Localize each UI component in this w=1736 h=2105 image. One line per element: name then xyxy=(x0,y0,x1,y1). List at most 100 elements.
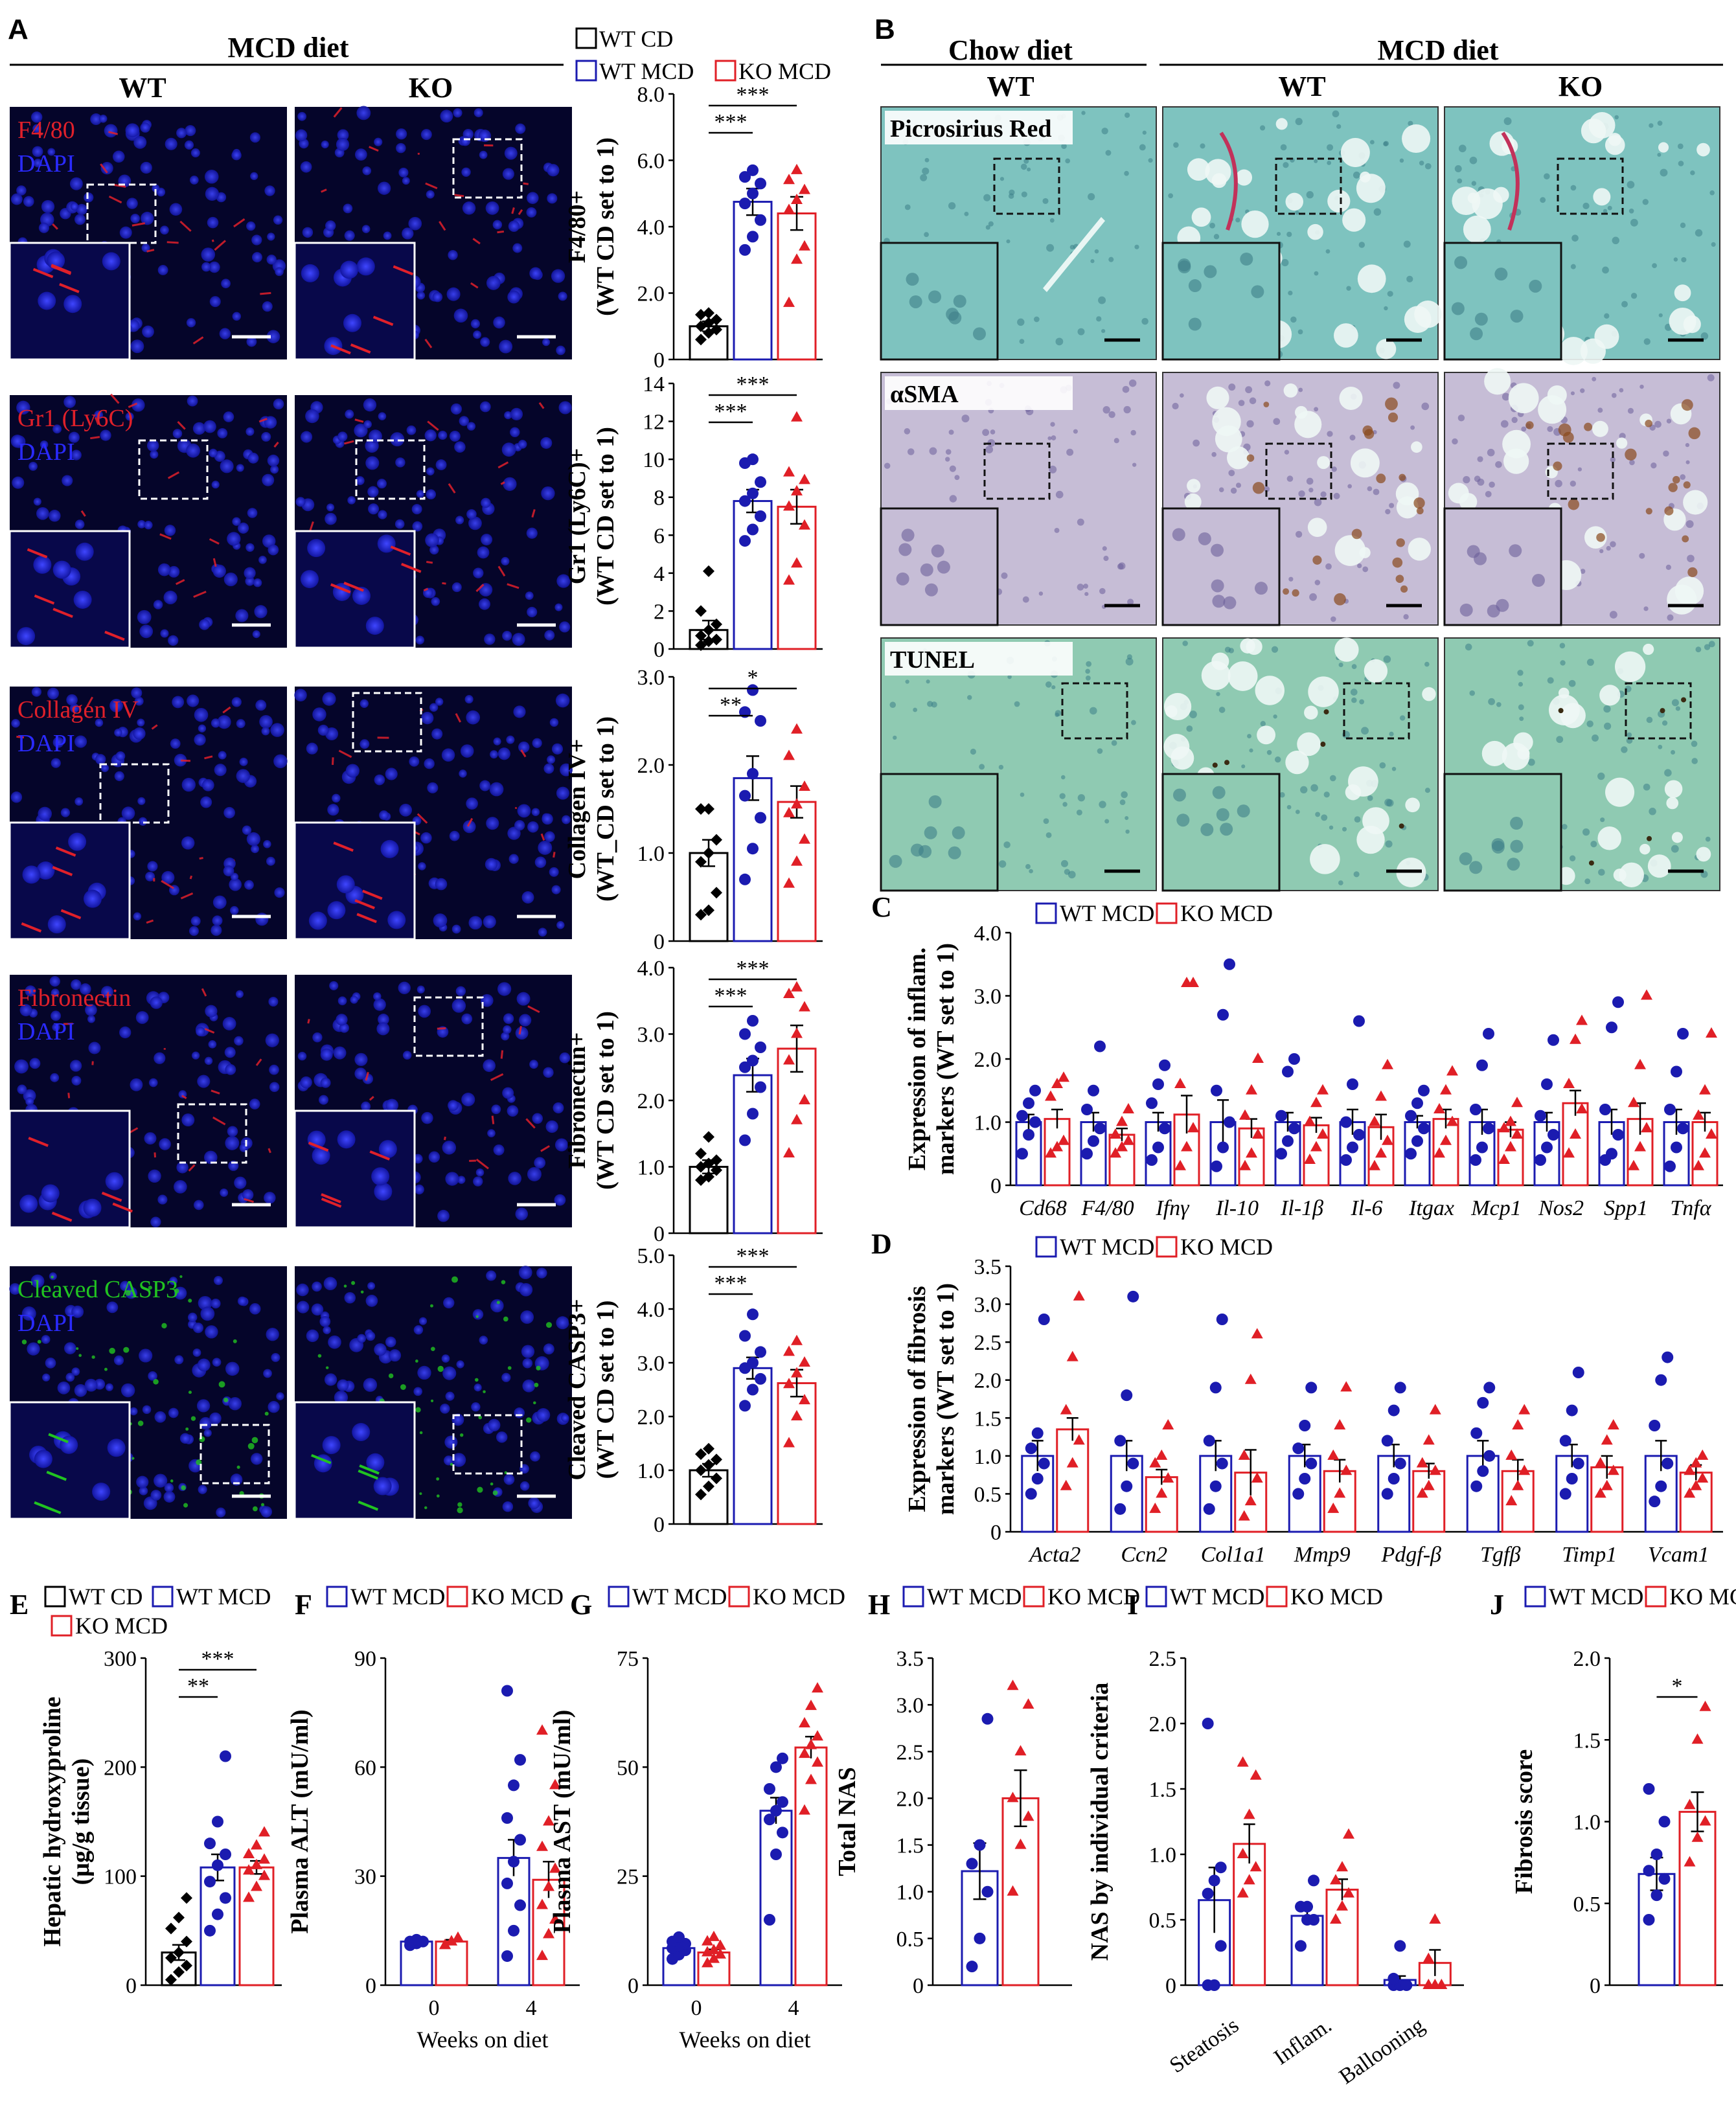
y-tick-label: 2.0 xyxy=(974,1048,1002,1072)
nucleus xyxy=(33,497,41,506)
data-point-circle xyxy=(981,1712,994,1725)
lipid-vacuole xyxy=(1402,124,1431,154)
inset-source-box xyxy=(452,1414,523,1475)
lipid-vacuole xyxy=(1339,386,1363,410)
signal-fiber xyxy=(204,755,213,760)
y-axis-label: Fibrosis score xyxy=(1511,1749,1538,1894)
nucleus xyxy=(417,291,426,300)
sma-stain xyxy=(1645,508,1652,515)
nucleus xyxy=(385,1336,396,1348)
nucleus xyxy=(274,887,285,898)
cell-nucleus xyxy=(1077,794,1086,802)
y-axis-label: Fibronectin+ xyxy=(564,1032,591,1169)
data-point-triangle xyxy=(1336,1900,1348,1911)
nucleus xyxy=(311,1303,324,1316)
bar xyxy=(733,500,773,650)
nucleus xyxy=(217,427,228,438)
cell-nucleus xyxy=(1081,111,1086,115)
data-point-circle xyxy=(755,1081,766,1093)
nucleus xyxy=(398,167,409,177)
data-point-triangle xyxy=(799,183,810,194)
nucleus xyxy=(510,427,520,438)
histology-2-2 xyxy=(1161,372,1439,626)
cell-nucleus xyxy=(1354,816,1361,823)
nucleus xyxy=(518,440,527,449)
data-point-circle xyxy=(1208,1979,1220,1991)
legend-swatch xyxy=(326,1586,348,1608)
cell-nucleus xyxy=(1211,451,1216,457)
nucleus xyxy=(502,168,514,180)
data-point-circle xyxy=(204,1876,216,1888)
inset-source-box xyxy=(200,1424,270,1485)
significance-label: ** xyxy=(187,1674,209,1698)
cell-nucleus xyxy=(1088,193,1095,201)
nucleus xyxy=(133,135,147,149)
inset-source-box xyxy=(1061,682,1128,740)
data-point-circle xyxy=(1394,1457,1406,1470)
lipid-vacuole xyxy=(1481,740,1507,766)
legend-swatch xyxy=(1266,1586,1288,1608)
cell-nucleus xyxy=(1627,407,1634,414)
inset-signal xyxy=(52,608,73,619)
cell-nucleus xyxy=(1076,809,1082,815)
cell-nucleus xyxy=(1681,256,1687,263)
nucleus xyxy=(262,534,276,548)
bar xyxy=(733,1074,773,1235)
nucleus xyxy=(522,1379,536,1393)
signal-fiber xyxy=(95,416,100,426)
nucleus xyxy=(493,737,501,745)
nucleus xyxy=(242,825,252,835)
inset-nucleus xyxy=(1507,858,1520,871)
nucleus xyxy=(525,591,534,600)
data-point-triangle xyxy=(1336,1861,1348,1872)
lipid-vacuole xyxy=(1165,705,1178,718)
data-point-triangle xyxy=(783,500,795,511)
y-tick-label: 1.0 xyxy=(974,1111,1002,1135)
nucleus xyxy=(297,1301,310,1314)
signal-fiber xyxy=(531,509,536,518)
cell-nucleus xyxy=(1500,420,1509,428)
cell-nucleus xyxy=(1700,332,1709,340)
cell-nucleus xyxy=(1122,385,1130,393)
signal-fiber xyxy=(475,584,485,593)
cell-nucleus xyxy=(961,415,970,423)
data-point-circle xyxy=(1599,1104,1611,1115)
data-point-triangle xyxy=(549,1862,561,1873)
nucleus xyxy=(373,992,382,1001)
data-point-triangle xyxy=(1156,1487,1168,1498)
data-point-circle xyxy=(508,1924,520,1937)
lipid-vacuole xyxy=(1593,188,1611,206)
data-point-circle xyxy=(1292,1442,1305,1455)
nucleus xyxy=(160,629,169,638)
signal-dot xyxy=(533,1401,536,1405)
data-point-triangle xyxy=(799,833,810,844)
legend-swatch xyxy=(1645,1586,1667,1608)
nucleus xyxy=(357,1334,367,1343)
x-tick-label: Mcp1 xyxy=(1470,1196,1521,1220)
signal-fiber xyxy=(268,1148,271,1154)
nucleus xyxy=(268,1400,280,1413)
nucleus xyxy=(547,193,558,204)
nucleus xyxy=(148,1371,157,1381)
data-point-triangle xyxy=(543,1815,554,1826)
y-axis-label: (WT CD set to 1) xyxy=(592,1301,619,1479)
data-point-triangle xyxy=(1691,1733,1704,1744)
nucleus xyxy=(267,233,275,241)
inset-signal xyxy=(59,282,80,293)
cell-nucleus xyxy=(1646,716,1653,723)
nucleus xyxy=(474,1383,482,1392)
signal-dot xyxy=(450,1462,453,1466)
y-axis-label: markers (WT set to 1) xyxy=(932,1283,959,1515)
cell-nucleus xyxy=(929,447,937,455)
nucleus xyxy=(259,715,273,729)
data-point-circle xyxy=(1470,1480,1483,1492)
nucleus xyxy=(326,503,335,512)
y-tick-label: 1.5 xyxy=(1149,1778,1177,1802)
signal-fiber xyxy=(439,221,446,231)
nucleus xyxy=(130,213,141,223)
cell-nucleus xyxy=(1295,210,1299,215)
data-point-triangle xyxy=(1369,1159,1380,1170)
nucleus xyxy=(444,1435,458,1449)
lipid-vacuole xyxy=(1405,797,1420,813)
